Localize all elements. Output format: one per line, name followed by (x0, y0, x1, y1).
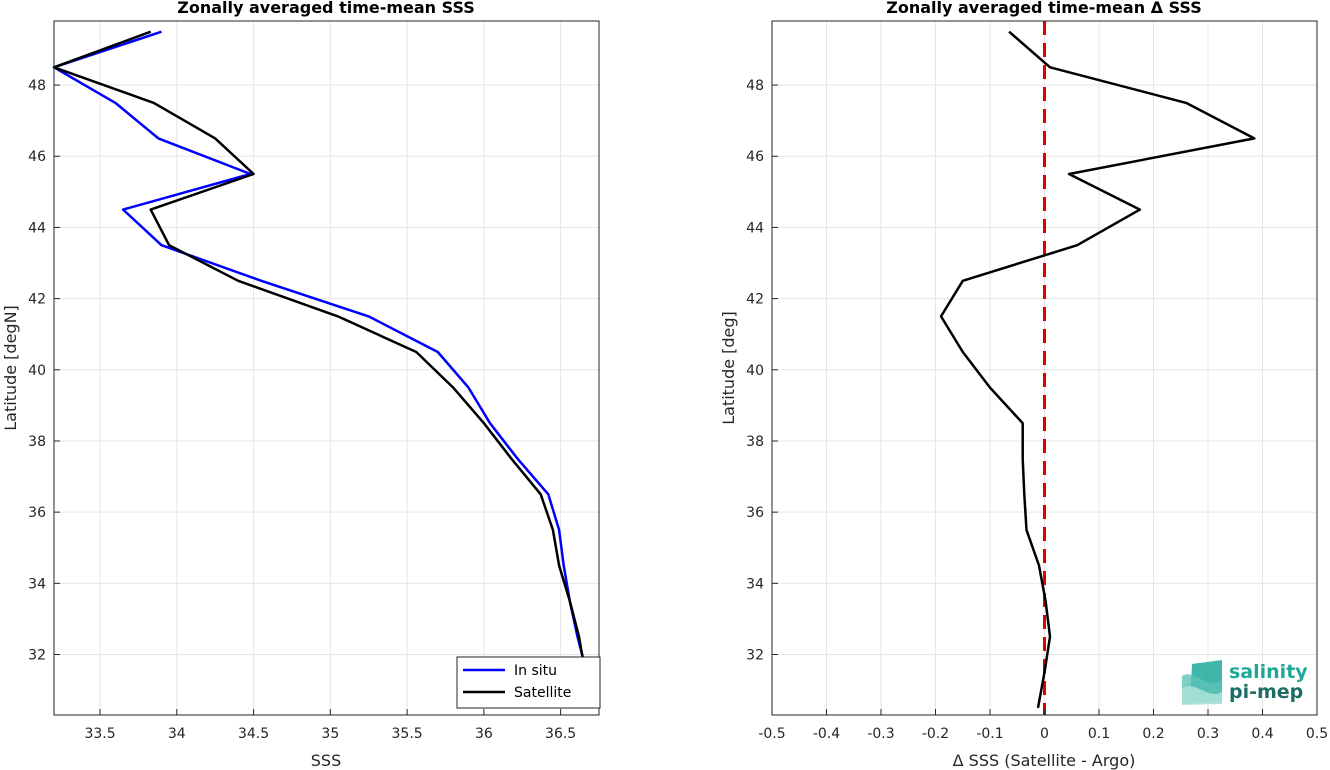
sss-x-tick-label: 35.5 (392, 726, 423, 742)
delta-sss-x-tick-label: 0.2 (1142, 726, 1164, 742)
sss-y-label: Latitude [degN] (1, 305, 20, 431)
legend-box (456, 656, 601, 709)
sss-x-tick-label: 36.5 (545, 726, 576, 742)
delta-sss-x-tick-label: -0.5 (758, 726, 785, 742)
delta-sss-y-tick-label: 40 (746, 363, 764, 379)
delta-sss-y-label: Latitude [deg] (719, 311, 738, 425)
delta-sss-x-tick-label: -0.1 (976, 726, 1003, 742)
logo-line2: pi-mep (1229, 681, 1303, 703)
sss-y-tick-label: 38 (28, 434, 46, 450)
legend: In situ Satellite (456, 656, 601, 709)
delta-sss-x-ticks: -0.5 -0.4 -0.3 -0.2 -0.1 0 0.1 0.2 0.3 0.4 0.5 (758, 709, 1328, 742)
delta-sss-y-tick-label: 32 (746, 647, 764, 663)
sss-panel: Zonally averaged time-mean SSS 33.5 34 34.… (1, 0, 601, 770)
delta-sss-line-series-0 (939, 30, 1256, 709)
sss-y-tick-label: 34 (28, 576, 46, 592)
delta-sss-x-label: Δ SSS (Satellite - Argo) (953, 751, 1136, 770)
sss-y-tick-label: 42 (28, 292, 46, 308)
delta-sss-y-tick-label: 34 (746, 576, 764, 592)
delta-sss-y-ticks: 32 34 36 38 40 42 44 46 48 (746, 78, 778, 663)
delta-sss-y-tick-label: 44 (746, 220, 764, 236)
delta-sss-y-tick-label: 42 (746, 292, 764, 308)
delta-sss-x-tick-label: -0.3 (867, 726, 894, 742)
sss-x-tick-label: 36 (475, 726, 493, 742)
sss-x-label: SSS (311, 751, 341, 770)
sss-y-tick-label: 32 (28, 647, 46, 663)
sss-line-satellite (52, 30, 596, 709)
sss-y-tick-label: 40 (28, 363, 46, 379)
sss-y-tick-label: 44 (28, 220, 46, 236)
delta-sss-x-tick-label: 0.1 (1088, 726, 1110, 742)
sss-x-tick-label: 35 (321, 726, 339, 742)
delta-sss-y-tick-label: 38 (746, 434, 764, 450)
sss-grid (54, 21, 599, 715)
sss-x-tick-label: 34 (168, 726, 186, 742)
sss-x-tick-label: 34.5 (238, 726, 269, 742)
logo-wave-icon (1182, 660, 1222, 705)
legend-label-in-situ: In situ (514, 663, 557, 679)
delta-sss-x-tick-label: 0.3 (1197, 726, 1219, 742)
delta-sss-x-tick-label: 0.4 (1251, 726, 1273, 742)
delta-sss-series (939, 30, 1256, 709)
logo-line1: salinity (1229, 661, 1308, 683)
sss-x-ticks: 33.5 34 34.5 35 35.5 36 36.5 (84, 709, 576, 742)
delta-sss-y-tick-label: 36 (746, 505, 764, 521)
delta-sss-y-tick-label: 46 (746, 149, 764, 165)
sss-series (52, 30, 598, 709)
delta-sss-x-tick-label: 0.5 (1306, 726, 1328, 742)
sss-y-ticks: 32 34 36 38 40 42 44 46 48 (28, 78, 60, 663)
sss-y-tick-label: 48 (28, 78, 46, 94)
sss-y-tick-label: 46 (28, 149, 46, 165)
sss-title: Zonally averaged time-mean SSS (177, 0, 475, 17)
delta-sss-x-tick-label: -0.4 (813, 726, 840, 742)
delta-sss-x-tick-label: 0 (1040, 726, 1049, 742)
sss-y-tick-label: 36 (28, 505, 46, 521)
sss-axes-frame (53, 20, 600, 716)
delta-sss-y-tick-label: 48 (746, 78, 764, 94)
sss-x-tick-label: 33.5 (84, 726, 115, 742)
delta-sss-x-tick-label: -0.2 (922, 726, 949, 742)
delta-sss-title: Zonally averaged time-mean Δ SSS (886, 0, 1202, 17)
salinity-pi-mep-logo: salinity pi-mep (1182, 660, 1308, 705)
legend-label-satellite: Satellite (514, 685, 571, 701)
delta-sss-panel: Zonally averaged time-mean Δ SSS -0.5 -0.… (719, 0, 1328, 770)
delta-sss-grid (771, 21, 1318, 715)
